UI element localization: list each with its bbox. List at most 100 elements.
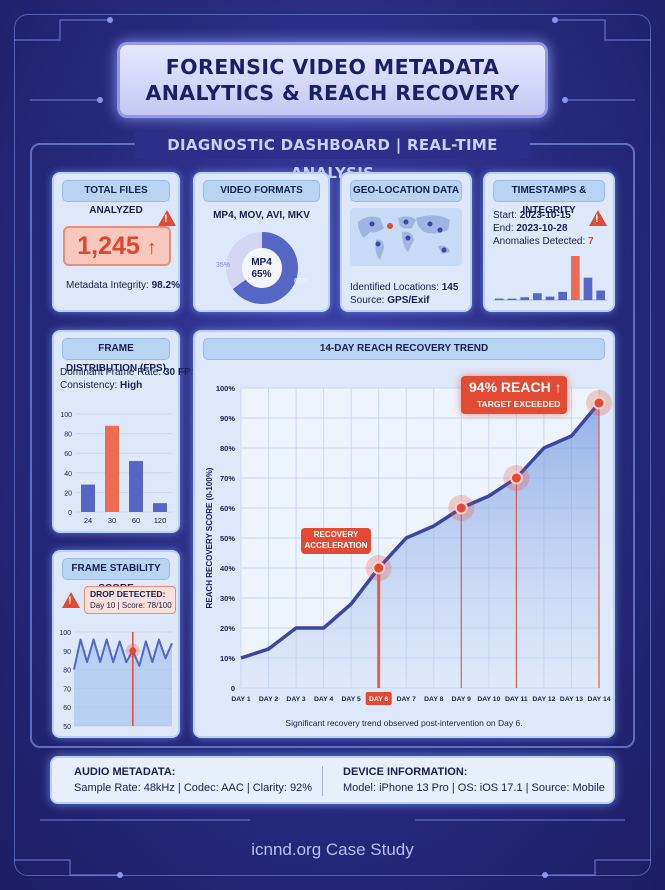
x-tick-label: DAY 1 [231,696,250,703]
integrity-value: 98.2% [151,280,180,291]
locations-label: Identified Locations: [350,282,439,293]
end-row: End: 2023-10-28 [493,223,568,234]
x-tick-label: DAY 13 [560,696,583,703]
audio-detail: Sample Rate: 48kHz | Codec: AAC | Clarit… [74,782,313,794]
reach-callout-small: TARGET EXCEEDED [477,399,561,409]
reach-callout-value: 94% REACH [469,379,551,395]
bar [533,293,542,300]
stability-line-chart: 50 60 70 80 90 100 [59,630,173,731]
y-tick-label: 60 [63,705,71,712]
bar [596,290,605,300]
y-tick-label: 20 [64,490,72,497]
timestamps-card: TIMESTAMPS & INTEGRITY Start: 2023-10-15… [483,172,615,312]
formats-card: VIDEO FORMATS MP4, MOV, AVI, MKV 35% 65%… [193,172,330,312]
bar [153,503,167,512]
bar [583,277,593,300]
x-tick-label: DAY 5 [342,696,361,703]
title-line-2: ANALYTICS & REACH RECOVERY [145,81,520,105]
highlight-point [454,501,468,515]
geo-card: GEO-LOCATION DATA Identified Locations: … [340,172,472,312]
trend-caption: Significant recovery trend observed post… [285,718,523,728]
x-tick-label: 60 [132,516,140,525]
warning-icon [589,210,607,226]
dominant-row: Dominant Frame Rate: 30 FPS [60,367,197,378]
audio-title: AUDIO METADATA: [74,766,176,778]
stability-card-title: FRAME STABILITY SCORE [62,558,170,594]
consistency-label: Consistency: [60,380,118,391]
y-tick-label: 50% [220,534,235,543]
highlight-point [592,396,606,410]
consistency-value: High [120,380,143,391]
slice-label-left: 35% [216,262,230,269]
y-tick-label: 40% [220,564,235,573]
y-tick-label: 60 [64,451,72,458]
series-line [73,638,173,670]
y-tick-label: 0 [231,684,235,693]
warning-icon [62,592,80,608]
y-tick-label: 40 [64,471,72,478]
up-arrow-icon: ↑ [554,379,562,395]
source-value: GPS/Exif [387,295,430,306]
outer-frame [14,14,651,876]
bar [545,296,555,300]
start-row: Start: 2023-10-15 [493,210,571,221]
slice-label-right: 65% [294,278,308,285]
highlight-point [509,471,523,485]
series-area [74,639,172,726]
donut-slice-mp4 [226,232,298,304]
end-label: End: [493,223,514,234]
integrity-row: Metadata Integrity: 98.2% [66,280,180,291]
metadata-footer: AUDIO METADATA: Sample Rate: 48kHz | Cod… [50,756,615,804]
formats-donut: 35% 65% [216,232,308,304]
drop-callout: DROP DETECTED: Day 10 | Score: 78/100 [84,586,176,614]
x-tick-label: DAY 9 [452,696,471,703]
bar [520,297,529,300]
series-line [240,401,601,660]
y-tick-label: 70% [220,474,235,483]
accel-line-1: RECOVERY [313,530,359,539]
highlight-point [372,561,386,575]
y-tick-label: 80 [64,432,72,439]
x-tick-highlight [365,692,392,705]
reach-callout-big: 94% REACH ↑ [469,379,562,395]
device-detail: Model: iPhone 13 Pro | OS: iOS 17.1 | So… [343,782,605,794]
y-tick-label: 100 [59,630,71,637]
timestamps-bar-chart [493,256,607,301]
start-value: 2023-10-15 [519,210,571,221]
files-card: TOTAL FILES ANALYZED 1,245 ↑ Metadata In… [52,172,180,312]
bar [105,425,119,512]
drop-title: DROP DETECTED: [90,589,166,599]
integrity-label: Metadata Integrity: [66,280,149,291]
y-tick-label: 70 [63,686,71,693]
y-tick-label: 50 [63,724,71,731]
anomalies-row: Anomalies Detected: 7 [493,236,594,247]
donut-hole [242,248,282,288]
formats-list: MP4, MOV, AVI, MKV [213,210,310,221]
x-tick-label: 30 [108,516,116,525]
source-label: Source: [350,295,385,306]
bar [129,461,143,512]
x-tick-label: DAY 4 [314,696,333,703]
device-title: DEVICE INFORMATION: [343,766,468,778]
y-tick-label: 90% [220,414,235,423]
y-tick-label: 90 [63,649,71,656]
source-row: Source: GPS/Exif [350,295,430,306]
x-tick-label: DAY 8 [424,696,443,703]
timestamps-card-title: TIMESTAMPS & INTEGRITY [493,180,605,216]
y-tick-label: 80% [220,444,235,453]
trend-line-chart: 0 10% 20% 30% 40% 50% 60% 70% 80% 90% 100% DAY 1 DAY… [205,384,612,705]
y-tick-label: 80 [63,668,71,675]
trend-card-title: 14-DAY REACH RECOVERY TREND [203,338,605,360]
anomalies-value: 7 [588,236,594,247]
x-tick-label: 24 [84,516,92,525]
files-count: 1,245 ↑ [63,226,171,266]
series-area [241,403,599,688]
bar [507,298,517,300]
stability-card: FRAME STABILITY SCORE DROP DETECTED: Day… [52,550,180,738]
dominant-label: Dominant Frame Rate: [60,367,162,378]
fps-bar-chart: 0 20 40 60 80 100 24 30 60 120 [60,412,172,525]
x-tick-label: DAY 3 [286,696,305,703]
bar [571,256,580,300]
y-tick-label: 30% [220,594,235,603]
